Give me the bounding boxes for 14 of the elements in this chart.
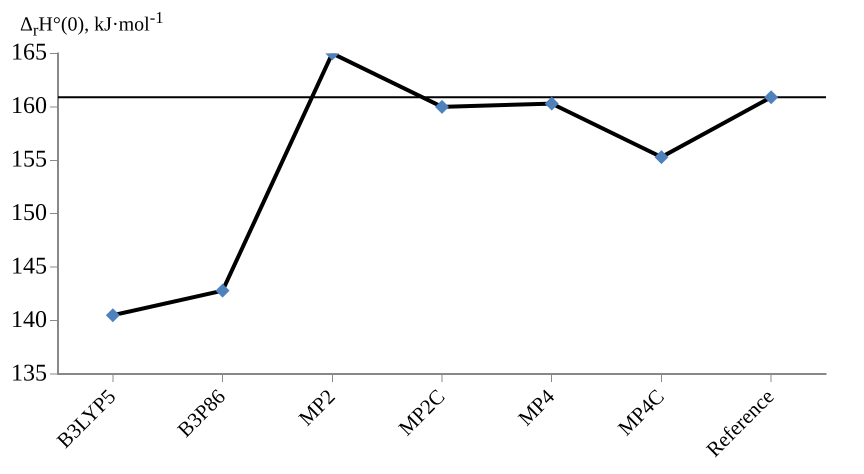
point [544,96,559,111]
y-tick-label: 165 [11,40,47,66]
point [654,150,668,164]
y-tick-label: 155 [11,146,47,173]
y-axis-title: Δ$_{r}$H°(0), kJ·mol$^{-1}$ [19,8,165,40]
point [216,284,230,298]
y-tick-label: 140 [11,306,47,333]
point [106,308,120,322]
y-tick-label: 160 [11,93,47,120]
point [764,90,778,104]
point [435,100,449,114]
y-tick-label: 135 [11,360,47,386]
y-tick-label: 150 [11,200,47,226]
y-tick-label: 145 [11,253,47,280]
